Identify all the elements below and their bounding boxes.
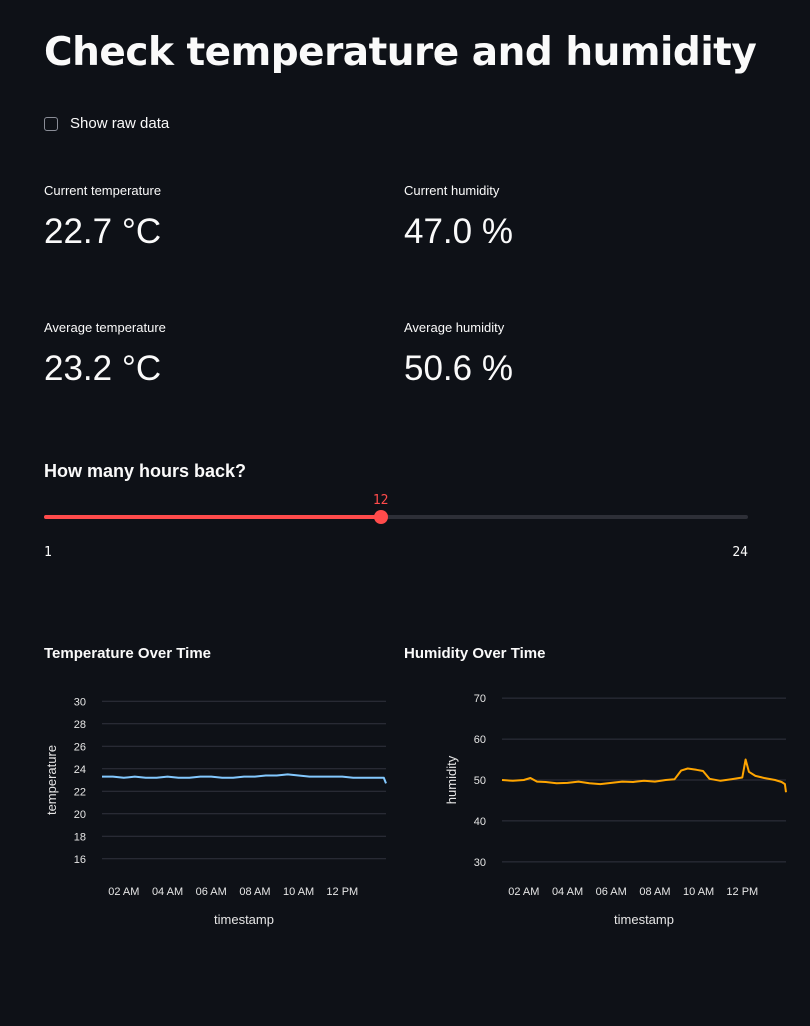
slider-label: How many hours back?: [44, 461, 247, 481]
metric-label: Current temperature: [44, 183, 162, 198]
y-axis-label: humidity: [444, 755, 459, 804]
slider-fill: [44, 515, 381, 519]
temperature-chart-title: Temperature Over Time: [44, 645, 212, 662]
slider-min-label: 1: [44, 545, 52, 560]
y-tick-label: 30: [74, 696, 86, 708]
metric-current-humidity: Current humidity 47.0 %: [404, 183, 513, 252]
show-raw-data-checkbox[interactable]: [44, 116, 58, 131]
metric-label: Current humidity: [404, 183, 500, 198]
metric-value: 50.6 %: [404, 349, 513, 388]
metric-value: 22.7 °C: [44, 212, 162, 251]
hours-back-slider-track[interactable]: [44, 510, 748, 524]
y-tick-label: 70: [474, 693, 486, 705]
y-tick-label: 28: [74, 719, 86, 731]
x-axis-label: timestamp: [614, 912, 674, 927]
x-tick-label: 08 AM: [639, 886, 670, 898]
show-raw-data-toggle[interactable]: Show raw data: [44, 115, 169, 132]
slider-max-label: 24: [732, 545, 748, 560]
metric-average-humidity: Average humidity 50.6 %: [404, 320, 513, 389]
y-tick-label: 30: [474, 857, 486, 869]
x-tick-label: 06 AM: [596, 886, 627, 898]
y-tick-label: 24: [74, 764, 86, 776]
page-title: Check temperature and humidity: [44, 30, 757, 75]
y-tick-label: 60: [474, 734, 486, 746]
metric-value: 47.0 %: [404, 212, 513, 251]
y-tick-label: 16: [74, 854, 86, 866]
temperature-chart: 16 18 20 22 24 26 28 30 02 AM 04 AM 06 AM 08 AM 10 A…: [44, 696, 387, 927]
y-axis-label: temperature: [44, 745, 59, 815]
y-tick-label: 22: [74, 786, 86, 798]
show-raw-data-label: Show raw data: [70, 115, 170, 132]
x-tick-label: 04 AM: [552, 886, 583, 898]
x-axis-label: timestamp: [214, 912, 274, 927]
humidity-chart: 30 40 50 60 70 02 AM 04 AM 06 AM 08 AM 10 AM 12 PM…: [444, 693, 787, 927]
x-tick-label: 06 AM: [196, 886, 227, 898]
x-tick-label: 02 AM: [108, 886, 139, 898]
y-tick-label: 40: [474, 816, 486, 828]
x-tick-label: 04 AM: [152, 886, 183, 898]
y-tick-label: 20: [74, 809, 86, 821]
y-tick-label: 26: [74, 741, 86, 753]
series-line: [501, 758, 787, 793]
x-tick-label: 02 AM: [508, 886, 539, 898]
y-tick-label: 50: [474, 775, 486, 787]
series-line: [102, 773, 387, 784]
x-tick-label: 12 PM: [726, 886, 758, 898]
metric-current-temperature: Current temperature 22.7 °C: [44, 183, 161, 252]
slider-current-value: 12: [372, 493, 389, 508]
metric-label: Average temperature: [44, 320, 166, 335]
x-tick-label: 08 AM: [239, 886, 270, 898]
metric-label: Average humidity: [404, 320, 505, 335]
x-tick-label: 10 AM: [283, 886, 314, 898]
slider-thumb[interactable]: [373, 510, 388, 524]
metric-average-temperature: Average temperature 23.2 °C: [44, 320, 166, 389]
humidity-chart-title: Humidity Over Time: [404, 645, 546, 662]
metric-value: 23.2 °C: [44, 349, 162, 388]
x-tick-label: 12 PM: [326, 886, 358, 898]
y-tick-label: 18: [74, 831, 86, 843]
x-tick-label: 10 AM: [683, 886, 714, 898]
